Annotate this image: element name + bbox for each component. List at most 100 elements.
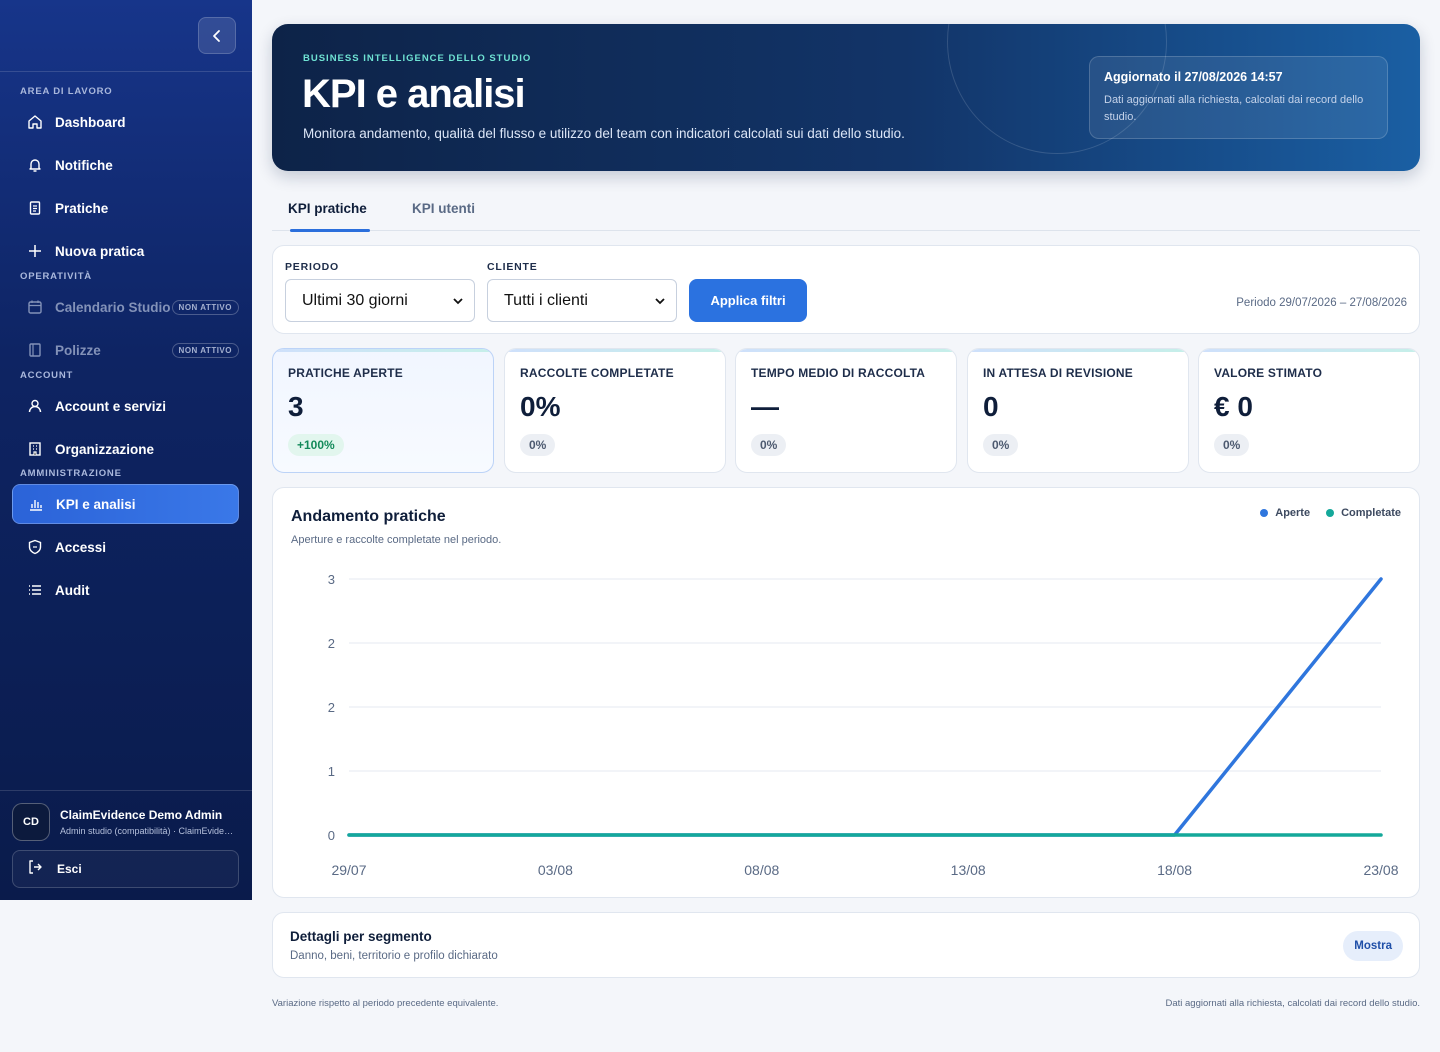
period-select-value: Ultimi 30 giorni [302,291,408,309]
chevron-left-icon [213,29,220,42]
sidebar-item-account[interactable]: Account e servizi [12,386,239,426]
sidebar-divider [0,71,252,72]
sidebar-item-dashboard[interactable]: Dashboard [12,102,239,142]
page-subtitle: Monitora andamento, qualità del flusso e… [303,126,905,141]
y-tick-label: 2 [328,636,335,651]
sidebar-item-label: Organizzazione [55,441,155,457]
home-icon [26,113,44,131]
apply-filters-button[interactable]: Applica filtri [689,279,807,322]
section-title-account: ACCOUNT [20,370,74,381]
sidebar-item-label: Pratiche [55,200,109,216]
sidebar-item-notifiche[interactable]: Notifiche [12,145,239,185]
kpi-card-in-attesa: IN ATTESA DI REVISIONE 0 0% [967,348,1189,473]
bar-chart-icon [27,495,45,513]
kpi-value: € 0 [1214,391,1253,422]
chevron-down-icon [453,297,463,304]
segment-title: Dettagli per segmento [290,929,432,944]
user-name: ClaimEvidence Demo Admin [60,808,223,822]
kpi-value: 0 [983,391,999,422]
trend-chart-card: Andamento pratiche Aperture e raccolte c… [272,487,1420,898]
kpi-delta-badge: 0% [520,434,556,456]
x-tick-label: 29/07 [331,862,366,878]
logout-button[interactable]: Esci [12,850,239,888]
section-title-operations: OPERATIVITÀ [20,271,92,282]
kpi-card-pratiche-aperte: PRATICHE APERTE 3 +100% [272,348,494,473]
client-select-value: Tutti i clienti [504,291,588,309]
x-tick-label: 08/08 [744,862,779,878]
chart-subtitle: Aperture e raccolte completate nel perio… [291,534,502,546]
chart-legend: Aperte Completate [1260,507,1401,519]
kpi-delta-badge: 0% [1214,434,1250,456]
sidebar-item-calendario[interactable]: Calendario Studio NON ATTIVO [12,287,239,327]
kpi-card-valore-stimato: VALORE STIMATO € 0 0% [1198,348,1420,473]
y-tick-label: 3 [328,572,335,587]
sidebar-item-label: Account e servizi [55,398,167,414]
sidebar-item-organizzazione[interactable]: Organizzazione [12,429,239,469]
kpi-card-tempo-medio: TEMPO MEDIO DI RACCOLTA — 0% [735,348,957,473]
avatar[interactable]: CD [12,803,50,841]
sidebar-item-pratiche[interactable]: Pratiche [12,188,239,228]
legend-dot [1260,509,1269,517]
user-role: Admin studio (compatibilità) · ClaimEvid… [60,826,238,836]
update-info-card: Aggiornato il 27/08/2026 14:57 Dati aggi… [1089,56,1388,139]
kpi-card-raccolte-completate: RACCOLTE COMPLETATE 0% 0% [504,348,726,473]
kpi-value: — [751,391,779,422]
y-tick-label: 2 [328,700,335,715]
page-title: KPI e analisi [302,72,526,116]
line-chart: 0 1 2 2 3 29/07 03/08 08/08 13/08 18/08 23/08 [328,572,1399,878]
segment-details-card: Dettagli per segmento Danno, beni, terri… [272,912,1420,978]
policy-icon [26,341,44,359]
sidebar-item-label: Audit [55,582,90,598]
segment-subtitle: Danno, beni, territorio e profilo dichia… [290,950,498,962]
sidebar-collapse-button[interactable] [198,17,236,54]
period-select[interactable]: Ultimi 30 giorni [285,279,475,322]
y-tick-label: 1 [328,764,335,779]
sidebar-item-label: Accessi [55,539,107,555]
sidebar-item-accessi[interactable]: Accessi [12,527,239,567]
document-icon [26,199,44,217]
section-title-workspace: AREA DI LAVORO [20,86,113,97]
legend-item-completate: Completate [1326,507,1401,519]
x-tick-label: 03/08 [538,862,573,878]
sidebar: AREA DI LAVORO Dashboard Notifiche Prati… [0,0,252,900]
show-segment-button[interactable]: Mostra [1343,931,1403,961]
kpi-label: PRATICHE APERTE [288,366,404,380]
section-title-admin: AMMINISTRAZIONE [20,468,122,479]
footer-note-right: Dati aggiornati alla richiesta, calcolat… [1165,998,1420,1009]
logout-label: Esci [57,862,82,876]
status-badge: NON ATTIVO [171,343,239,358]
x-tick-label: 13/08 [951,862,986,878]
legend-label: Aperte [1275,507,1311,519]
kpi-label: TEMPO MEDIO DI RACCOLTA [751,366,926,380]
status-badge: NON ATTIVO [171,300,239,315]
legend-label: Completate [1341,507,1401,519]
hero-banner: BUSINESS INTELLIGENCE DELLO STUDIO KPI e… [272,24,1420,171]
active-tab-indicator [290,229,370,232]
legend-item-aperte: Aperte [1260,507,1310,519]
period-range-text: Periodo 29/07/2026 – 27/08/2026 [1236,297,1407,309]
tab-kpi-utenti[interactable]: KPI utenti [412,201,475,216]
kpi-delta-badge: 0% [983,434,1019,456]
kpi-delta-badge: 0% [751,434,787,456]
client-label: CLIENTE [487,261,538,273]
kpi-label: RACCOLTE COMPLETATE [520,366,674,380]
tab-kpi-pratiche[interactable]: KPI pratiche [288,201,367,216]
calendar-icon [26,298,44,316]
sidebar-item-nuova-pratica[interactable]: Nuova pratica [12,231,239,271]
sidebar-item-label: Dashboard [55,114,126,130]
plus-icon [26,242,44,260]
sidebar-item-audit[interactable]: Audit [12,570,239,610]
chevron-down-icon [655,297,665,304]
sidebar-item-label: KPI e analisi [56,496,136,512]
logout-icon [27,859,43,880]
sidebar-item-kpi[interactable]: KPI e analisi [12,484,239,524]
legend-dot [1326,509,1335,517]
sidebar-footer-divider [0,790,252,791]
hero-kicker: BUSINESS INTELLIGENCE DELLO STUDIO [303,53,532,64]
kpi-value: 3 [288,391,304,422]
sidebar-item-label: Polizze [55,342,101,358]
building-icon [26,440,44,458]
kpi-value: 0% [520,391,561,422]
sidebar-item-polizze[interactable]: Polizze NON ATTIVO [12,330,239,370]
client-select[interactable]: Tutti i clienti [487,279,677,322]
